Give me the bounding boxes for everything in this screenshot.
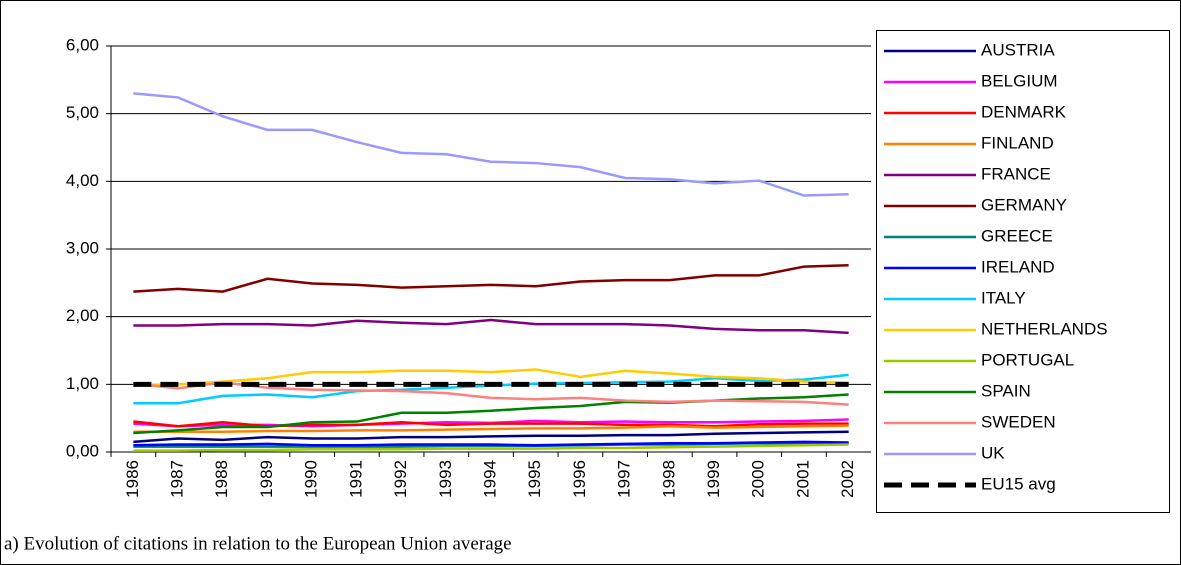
x-tick-label: 2000 bbox=[749, 460, 768, 498]
legend-label: NETHERLANDS bbox=[981, 319, 1108, 338]
legend-label: GREECE bbox=[981, 226, 1053, 245]
x-tick-label: 1996 bbox=[570, 460, 589, 498]
legend-label: AUSTRIA bbox=[981, 40, 1055, 59]
legend-label: IRELAND bbox=[981, 257, 1055, 276]
series-line bbox=[133, 368, 849, 387]
series-line bbox=[133, 440, 849, 447]
series-line bbox=[133, 318, 849, 335]
legend-label: PORTUGAL bbox=[981, 350, 1074, 369]
legend-label: UK bbox=[981, 443, 1005, 462]
legend-label: SWEDEN bbox=[981, 412, 1056, 431]
legend-box bbox=[876, 30, 1170, 513]
x-tick-label: 1989 bbox=[257, 460, 276, 498]
x-tick-label: 1997 bbox=[615, 460, 634, 498]
legend-label: ITALY bbox=[981, 288, 1026, 307]
series-line bbox=[133, 430, 849, 444]
y-tick-label: 0,00 bbox=[66, 441, 99, 460]
x-tick-label: 1994 bbox=[480, 460, 499, 498]
x-tick-label: 1999 bbox=[704, 460, 723, 498]
x-tick-label: 1987 bbox=[168, 460, 187, 498]
x-tick-label: 1990 bbox=[302, 460, 321, 498]
y-tick-label: 5,00 bbox=[66, 103, 99, 122]
x-tick-label: 2001 bbox=[793, 460, 812, 498]
y-tick-label: 4,00 bbox=[66, 171, 99, 190]
x-tick-label: 1998 bbox=[659, 460, 678, 498]
legend-label: SPAIN bbox=[981, 381, 1031, 400]
series-line bbox=[133, 263, 849, 293]
series-line bbox=[133, 443, 849, 452]
y-tick-label: 1,00 bbox=[66, 374, 99, 393]
series-line bbox=[133, 424, 849, 433]
legend-label: DENMARK bbox=[981, 102, 1067, 121]
y-tick-label: 2,00 bbox=[66, 306, 99, 325]
x-tick-label: 1988 bbox=[212, 460, 231, 498]
legend-label: GERMANY bbox=[981, 195, 1067, 214]
series-line bbox=[133, 420, 849, 428]
legend-label: FRANCE bbox=[981, 164, 1051, 183]
x-tick-label: 1995 bbox=[525, 460, 544, 498]
x-tick-label: 1991 bbox=[346, 460, 365, 498]
series-line bbox=[133, 92, 849, 197]
legend-label: BELGIUM bbox=[981, 71, 1058, 90]
caption: a) Evolution of citations in relation to… bbox=[4, 533, 512, 554]
x-tick-label: 1992 bbox=[391, 460, 410, 498]
y-tick-label: 3,00 bbox=[66, 238, 99, 257]
x-tick-label: 1986 bbox=[123, 460, 142, 498]
x-tick-label: 2002 bbox=[838, 460, 857, 498]
y-tick-label: 6,00 bbox=[66, 35, 99, 54]
x-tick-label: 1993 bbox=[436, 460, 455, 498]
legend-label: FINLAND bbox=[981, 133, 1054, 152]
legend-label: EU15 avg bbox=[981, 474, 1056, 493]
